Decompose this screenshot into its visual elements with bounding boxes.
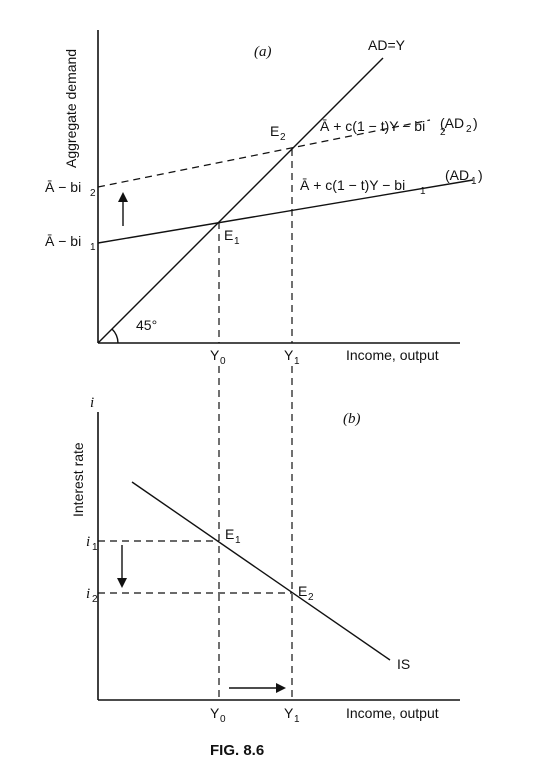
tick-y1-b-text: Y [284, 705, 294, 721]
ad2-expression-text: Ā + c(1 − t)Y − bi [320, 118, 425, 134]
tick-i2-sub: 2 [92, 594, 98, 605]
aggregate-demand-label: Aggregate demand [63, 49, 79, 168]
is-curve [131, 481, 391, 661]
tick-y1-b: Y 1 [284, 705, 300, 725]
angle-arc [111, 328, 119, 344]
tick-i1-sub: 1 [92, 542, 98, 553]
ad2-line [97, 119, 431, 188]
ad1-tag-close: ) [478, 167, 483, 183]
intercept-2-text: Ā − bi [45, 179, 81, 195]
tick-y1-a-sub: 1 [294, 356, 300, 367]
point-e1-b-sub: 1 [235, 535, 241, 546]
ad2-expression-sub: 2 [440, 127, 446, 138]
point-e2-a-text: E [270, 123, 279, 139]
panel-b: i (b) Interest rate i 1 i 2 E 1 E 2 IS Y… [70, 366, 460, 725]
ad2-tag: (AD 2 ) [440, 115, 478, 135]
tick-y0-b-sub: 0 [220, 714, 226, 725]
tick-y1-a-text: Y [284, 347, 294, 363]
income-output-label-a: Income, output [346, 347, 439, 363]
income-output-label-b: Income, output [346, 705, 439, 721]
figure-caption: FIG. 8.6 [210, 742, 264, 759]
angle-label: 45° [136, 317, 157, 333]
ad1-tag: (AD 1 ) [445, 167, 483, 187]
is-label: IS [397, 656, 410, 672]
ad2-tag-sub: 2 [466, 124, 472, 135]
ad1-expression: Ā + c(1 − t)Y − bi 1 [300, 177, 426, 197]
tick-y0-a-sub: 0 [220, 356, 226, 367]
tick-y0-b-text: Y [210, 705, 220, 721]
intercept-2-sub: 2 [90, 188, 96, 199]
intercept-2-label: Ā − bi 2 [45, 179, 96, 199]
i-axis-symbol: i [90, 395, 94, 411]
intercept-1-label: Ā − bi 1 [45, 233, 96, 253]
ad2-expression: Ā + c(1 − t)Y − bi 2 [320, 118, 446, 138]
ad1-line [97, 179, 474, 244]
intercept-1-text: Ā − bi [45, 233, 81, 249]
ad1-expression-text: Ā + c(1 − t)Y − bi [300, 177, 405, 193]
panel-a: (a) Aggregate demand AD=Y 45° Ā + c(1 − … [45, 30, 483, 367]
tick-y0-a-text: Y [210, 347, 220, 363]
tick-i1-text: i [86, 534, 90, 550]
ad1-tag-text: (AD [445, 167, 469, 183]
point-e1-a: E 1 [224, 227, 240, 247]
ad-equals-y-line [97, 57, 384, 344]
panel-a-tag: (a) [254, 44, 272, 60]
ad2-tag-close: ) [473, 115, 478, 131]
point-e2-a-sub: 2 [280, 132, 286, 143]
ad1-tag-sub: 1 [471, 176, 477, 187]
point-e1-a-sub: 1 [234, 236, 240, 247]
tick-y1-a: Y 1 [284, 347, 300, 367]
point-e2-a: E 2 [270, 123, 286, 143]
tick-y0-a: Y 0 [210, 347, 226, 367]
tick-y1-b-sub: 1 [294, 714, 300, 725]
point-e2-b-text: E [298, 583, 307, 599]
point-e2-b: E 2 [298, 583, 314, 603]
ad2-tag-text: (AD [440, 115, 464, 131]
point-e2-b-sub: 2 [308, 592, 314, 603]
tick-i2-text: i [86, 586, 90, 602]
ad-y-label: AD=Y [368, 37, 406, 53]
point-e1-b-text: E [225, 526, 234, 542]
tick-i1: i 1 [86, 534, 98, 553]
interest-rate-label: Interest rate [70, 442, 86, 517]
tick-y0-b: Y 0 [210, 705, 226, 725]
point-e1-a-text: E [224, 227, 233, 243]
tick-i2: i 2 [86, 586, 98, 605]
panel-b-tag: (b) [343, 411, 361, 427]
point-e1-b: E 1 [225, 526, 241, 546]
intercept-1-sub: 1 [90, 242, 96, 253]
ad1-expression-sub: 1 [420, 186, 426, 197]
